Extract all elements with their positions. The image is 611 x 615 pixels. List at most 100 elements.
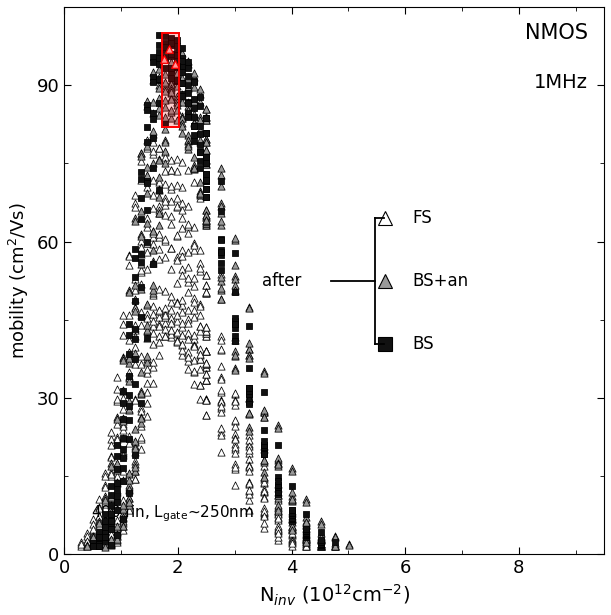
Point	[316, 538, 326, 547]
Point	[154, 143, 164, 153]
Point	[216, 284, 225, 293]
Point	[196, 101, 205, 111]
Point	[287, 481, 297, 491]
Point	[159, 146, 169, 156]
Point	[202, 152, 211, 162]
Point	[202, 205, 211, 215]
Point	[100, 526, 110, 536]
Point	[154, 103, 164, 113]
Point	[189, 368, 199, 378]
Point	[142, 237, 152, 247]
Point	[330, 541, 340, 550]
Point	[216, 397, 225, 407]
Point	[196, 300, 205, 309]
Point	[273, 488, 283, 498]
Point	[172, 116, 181, 125]
Point	[112, 535, 122, 545]
Point	[196, 380, 205, 390]
Point	[166, 313, 175, 323]
Point	[136, 412, 145, 422]
Point	[148, 232, 158, 242]
Point	[166, 93, 175, 103]
Point	[183, 88, 193, 98]
Point	[258, 408, 268, 418]
Point	[244, 439, 254, 449]
Point	[88, 519, 98, 529]
Point	[302, 533, 312, 542]
Point	[124, 349, 134, 359]
Point	[154, 75, 164, 85]
Point	[159, 303, 169, 312]
Point	[154, 306, 164, 316]
Point	[202, 146, 211, 156]
Point	[124, 483, 134, 493]
Point	[183, 59, 193, 69]
Point	[166, 76, 175, 85]
Point	[112, 434, 122, 444]
Point	[166, 106, 175, 116]
Point	[118, 514, 128, 524]
Point	[142, 326, 152, 336]
Point	[172, 65, 181, 74]
Point	[258, 387, 268, 397]
Point	[202, 394, 211, 403]
Point	[287, 529, 297, 539]
Point	[172, 336, 181, 346]
Point	[273, 495, 283, 505]
Point	[112, 494, 122, 504]
Point	[154, 93, 164, 103]
Point	[136, 320, 145, 330]
Point	[172, 201, 181, 211]
Point	[166, 67, 175, 77]
Point	[202, 326, 211, 336]
Point	[100, 491, 110, 501]
Point	[154, 47, 164, 57]
Point	[136, 279, 145, 289]
Point	[258, 486, 268, 496]
Point	[94, 502, 104, 512]
Point	[196, 320, 205, 330]
Point	[124, 404, 134, 414]
Point	[130, 462, 140, 472]
Point	[287, 514, 297, 524]
Point	[178, 349, 188, 359]
Point	[148, 158, 158, 168]
Point	[154, 201, 164, 211]
Point	[216, 265, 225, 275]
Text: BS+an: BS+an	[412, 272, 469, 290]
Point	[172, 230, 181, 240]
Point	[230, 415, 240, 425]
Point	[258, 406, 268, 416]
Point	[216, 276, 225, 286]
Point	[302, 529, 312, 539]
Point	[202, 322, 211, 332]
Point	[196, 113, 205, 122]
Point	[154, 205, 164, 215]
Point	[202, 322, 211, 332]
Point	[287, 487, 297, 497]
Point	[88, 533, 98, 542]
Point	[183, 80, 193, 90]
Point	[130, 334, 140, 344]
Point	[136, 432, 145, 442]
Point	[94, 540, 104, 550]
Point	[273, 440, 283, 450]
Point	[189, 312, 199, 322]
Point	[172, 50, 181, 60]
Point	[166, 89, 175, 98]
Point	[230, 232, 240, 242]
Point	[316, 528, 326, 538]
Point	[159, 312, 169, 322]
Point	[88, 514, 98, 524]
Point	[166, 325, 175, 335]
Point	[82, 540, 92, 550]
Point	[183, 58, 193, 68]
Point	[124, 400, 134, 410]
Point	[258, 523, 268, 533]
Point	[189, 306, 199, 315]
Point	[94, 530, 104, 539]
Point	[230, 350, 240, 360]
Point	[118, 450, 128, 460]
Point	[118, 352, 128, 362]
Point	[273, 493, 283, 503]
